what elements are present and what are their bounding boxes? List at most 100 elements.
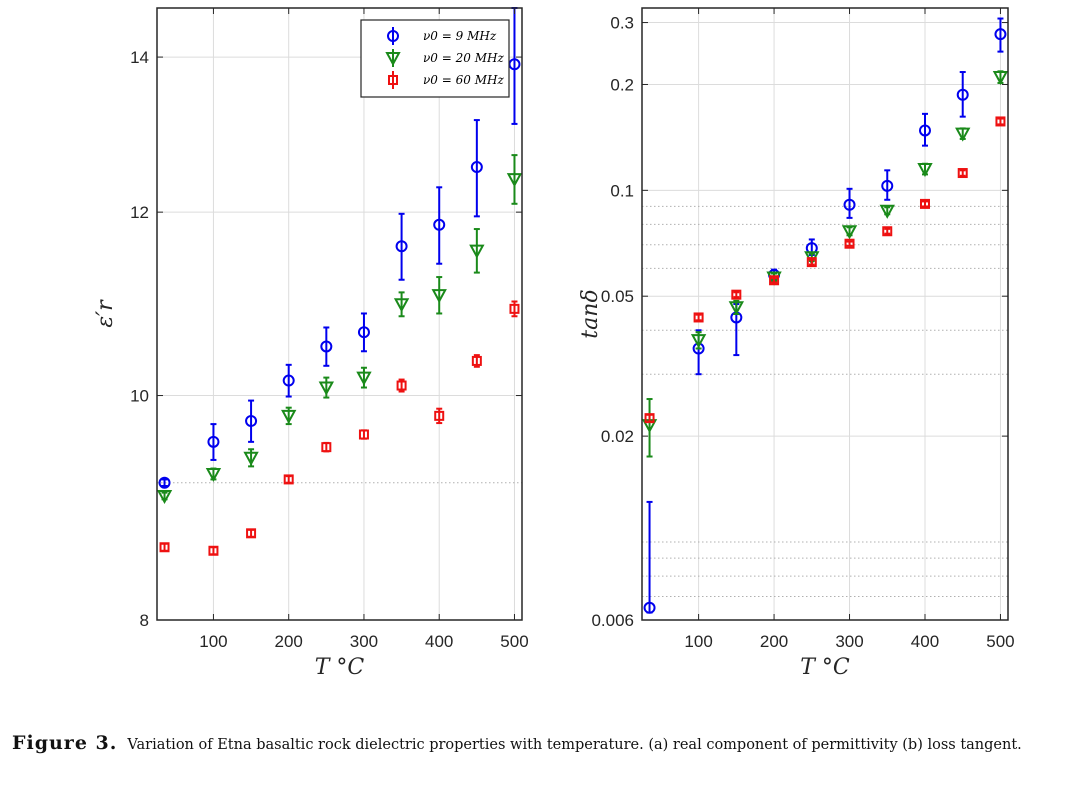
legend-box (360, 19, 510, 98)
data-point (728, 301, 745, 316)
data-point (643, 601, 656, 614)
data-point (957, 168, 968, 179)
panel-b-y-axis-label: tanδ (578, 289, 603, 338)
x-tick-label: 400 (425, 632, 453, 651)
legend-marker (388, 75, 398, 85)
data-point (283, 474, 294, 485)
y-tick-label: 8 (140, 611, 149, 630)
data-point (841, 225, 858, 240)
data-point (956, 88, 969, 101)
data-point (879, 204, 895, 219)
data-point (470, 161, 483, 174)
y-tick-label: 10 (130, 387, 149, 406)
data-point (320, 340, 333, 353)
x-tick-label: 500 (986, 632, 1014, 651)
data-point (881, 179, 894, 192)
data-point (919, 198, 930, 209)
legend-marker (387, 30, 399, 42)
panel-a-frame (156, 7, 523, 621)
data-point (321, 442, 332, 453)
data-point (395, 240, 408, 253)
panel-b-series-20mhz (641, 70, 1009, 458)
caption-text: Variation of Etna basaltic rock dielectr… (127, 737, 1022, 753)
data-point (690, 334, 707, 349)
data-point (433, 218, 446, 231)
panel-a-grid (157, 8, 522, 621)
panel-a-x-axis-label: T °C (315, 655, 365, 680)
y-tick-label: 0.02 (601, 427, 634, 446)
data-point (917, 162, 933, 178)
data-point (992, 71, 1009, 86)
x-tick-label: 200 (760, 632, 788, 651)
data-point (843, 198, 856, 211)
data-point (358, 429, 369, 440)
data-point (243, 451, 259, 466)
data-point (434, 410, 445, 421)
data-point (158, 476, 171, 489)
panel-b-frame (641, 7, 1009, 621)
y-tick-label: 0.006 (591, 611, 634, 630)
data-point (806, 257, 817, 268)
data-point (159, 542, 170, 553)
y-tick-label: 0.3 (610, 14, 634, 33)
x-tick-label: 300 (350, 632, 378, 651)
data-point (282, 374, 295, 387)
data-point (509, 303, 520, 314)
y-tick-label: 0.2 (610, 75, 634, 94)
y-tick-label: 0.05 (601, 287, 634, 306)
panel-b-marks (641, 17, 1009, 614)
caption-label: Figure 3. (12, 732, 118, 754)
data-point (207, 435, 220, 448)
data-point (431, 289, 447, 304)
data-point (156, 489, 173, 505)
panel-b-minor-grid (642, 205, 1008, 597)
data-point (246, 528, 257, 539)
legend-label-20mhz: ν0 = 20 MHz (423, 51, 504, 65)
data-point (281, 409, 297, 424)
panel-a-marks (156, 7, 523, 556)
data-point (918, 124, 931, 137)
panel-a-ticks: 100 200 300 400 500 8 10 12 14 (130, 8, 529, 651)
data-point (318, 381, 335, 396)
data-point (955, 127, 971, 142)
y-tick-label: 12 (130, 203, 149, 222)
data-point (471, 355, 482, 366)
data-point (393, 298, 410, 313)
data-point (769, 275, 780, 286)
data-point (396, 380, 407, 391)
x-tick-label: 100 (199, 632, 227, 651)
data-point (357, 326, 370, 339)
y-tick-label: 14 (130, 48, 149, 67)
panel-a-permittivity: 100 200 300 400 500 8 10 12 14 T °C ε′r ν0 = 9 M… (93, 7, 529, 680)
x-tick-label: 400 (911, 632, 939, 651)
data-point (995, 116, 1006, 127)
panel-a-y-axis-label: ε′r (93, 299, 118, 328)
data-point (644, 413, 655, 424)
data-point (356, 371, 372, 386)
panel-a-series-60mhz (159, 300, 520, 556)
x-tick-label: 500 (500, 632, 528, 651)
data-point (208, 545, 219, 556)
data-point (844, 238, 855, 249)
panel-b-loss-tangent: 100 200 300 400 500 0.006 0.02 0.05 0.1 0.2 0.3 T … (578, 7, 1015, 680)
panel-a-series-20mhz (156, 154, 523, 505)
legend-label-60mhz: ν0 = 60 MHz (423, 73, 504, 87)
legend-label-9mhz: ν0 = 9 MHz (423, 29, 497, 43)
data-point (731, 289, 742, 300)
data-point (882, 226, 893, 237)
x-tick-label: 200 (275, 632, 303, 651)
data-point (506, 173, 523, 188)
x-tick-label: 300 (835, 632, 863, 651)
panel-b-ticks: 100 200 300 400 500 0.006 0.02 0.05 0.1 0.2 0.3 (591, 8, 1015, 651)
data-point (245, 415, 258, 428)
figure-caption: Figure 3. Variation of Etna basaltic rock… (12, 733, 1067, 755)
legend-marker (385, 52, 401, 67)
data-point (469, 244, 485, 259)
legend: ν0 = 9 MHz ν0 = 20 MHz ν0 = 60 MHz (360, 19, 510, 98)
panel-a-series-9mhz (158, 7, 521, 489)
x-tick-label: 100 (684, 632, 712, 651)
y-tick-label: 0.1 (610, 181, 634, 200)
panel-b-series-60mhz (644, 116, 1006, 424)
data-point (205, 467, 222, 483)
